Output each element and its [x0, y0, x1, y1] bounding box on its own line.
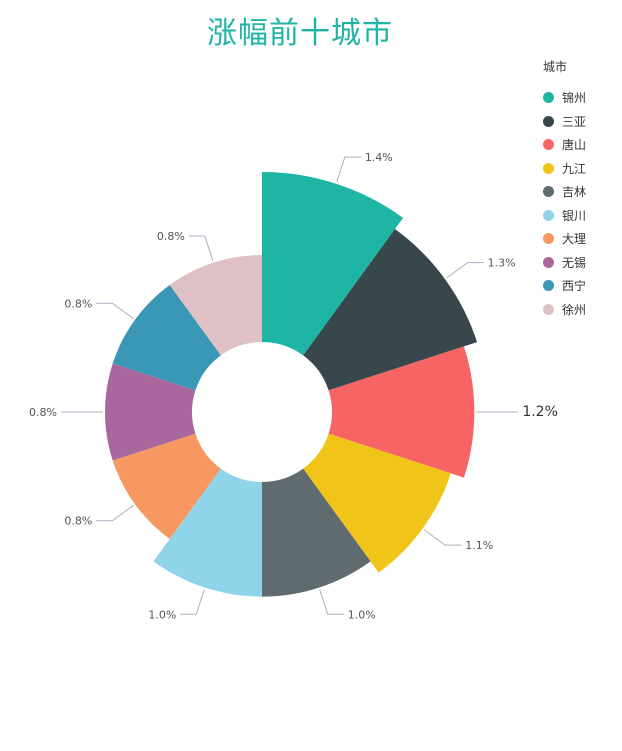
legend-item-徐州[interactable]: 徐州: [543, 298, 618, 322]
legend-marker-icon: [543, 209, 554, 221]
legend-label: 唐山: [562, 138, 587, 153]
legend-marker-icon: [543, 92, 554, 104]
rose-slice-徐州[interactable]: [169, 255, 262, 356]
label-line-九江: [423, 529, 462, 546]
legend-marker-icon: [543, 233, 554, 245]
label-line-三亚: [446, 262, 484, 279]
legend-marker-icon: [543, 162, 554, 174]
legend-item-唐山[interactable]: 唐山: [543, 133, 618, 157]
legend: 城市 锦州三亚唐山九江吉林银川大理无锡西宁徐州: [543, 58, 618, 321]
legend-label: 九江: [562, 161, 587, 176]
legend-label: 三亚: [562, 114, 587, 129]
data-label-西宁: 0.8%: [64, 297, 92, 310]
legend-marker-icon: [543, 139, 554, 151]
rose-slice-西宁[interactable]: [112, 284, 221, 391]
legend-label: 无锡: [562, 255, 587, 270]
label-line-西宁: [96, 302, 134, 319]
legend-title: 城市: [543, 60, 568, 74]
data-label-吉林: 1.0%: [348, 608, 376, 621]
data-label-唐山: 1.2%: [522, 404, 558, 420]
label-line-吉林: [319, 589, 344, 615]
legend-marker-icon: [543, 115, 554, 127]
legend-item-大理[interactable]: 大理: [543, 227, 618, 251]
rose-slice-锦州[interactable]: [262, 172, 404, 356]
legend-items: 锦州三亚唐山九江吉林银川大理无锡西宁徐州: [543, 86, 618, 321]
legend-label: 大理: [562, 232, 587, 247]
rose-slice-银川[interactable]: [153, 468, 262, 597]
label-line-锦州: [336, 156, 361, 182]
data-label-九江: 1.1%: [465, 539, 493, 552]
data-label-无锡: 0.8%: [29, 406, 57, 419]
rose-slice-三亚[interactable]: [303, 229, 478, 391]
legend-label: 锦州: [562, 91, 587, 106]
legend-marker-icon: [543, 186, 554, 198]
rose-slice-九江[interactable]: [303, 433, 451, 573]
legend-item-无锡[interactable]: 无锡: [543, 251, 618, 275]
legend-item-吉林[interactable]: 吉林: [543, 180, 618, 204]
legend-item-锦州[interactable]: 锦州: [543, 86, 618, 110]
legend-label: 吉林: [562, 185, 587, 200]
legend-marker-icon: [543, 280, 554, 292]
rose-slice-无锡[interactable]: [105, 363, 196, 461]
legend-label: 徐州: [562, 302, 587, 317]
rose-slice-唐山[interactable]: [328, 346, 475, 478]
legend-label: 西宁: [562, 279, 587, 294]
rose-slice-大理[interactable]: [112, 433, 221, 540]
label-line-大理: [96, 505, 134, 522]
data-label-锦州: 1.4%: [365, 151, 393, 164]
rose-slice-吉林[interactable]: [262, 468, 371, 597]
label-line-徐州: [188, 235, 214, 261]
data-label-大理: 0.8%: [64, 515, 92, 528]
legend-item-西宁[interactable]: 西宁: [543, 274, 618, 298]
legend-item-九江[interactable]: 九江: [543, 157, 618, 181]
legend-label: 银川: [562, 208, 587, 223]
legend-marker-icon: [543, 256, 554, 268]
label-line-银川: [180, 589, 205, 615]
legend-item-三亚[interactable]: 三亚: [543, 110, 618, 134]
legend-item-银川[interactable]: 银川: [543, 204, 618, 228]
legend-marker-icon: [543, 303, 554, 315]
chart-title: 涨幅前十城市: [207, 16, 393, 51]
data-label-徐州: 0.8%: [157, 230, 185, 243]
data-label-三亚: 1.3%: [488, 257, 516, 270]
data-label-银川: 1.0%: [148, 608, 176, 621]
